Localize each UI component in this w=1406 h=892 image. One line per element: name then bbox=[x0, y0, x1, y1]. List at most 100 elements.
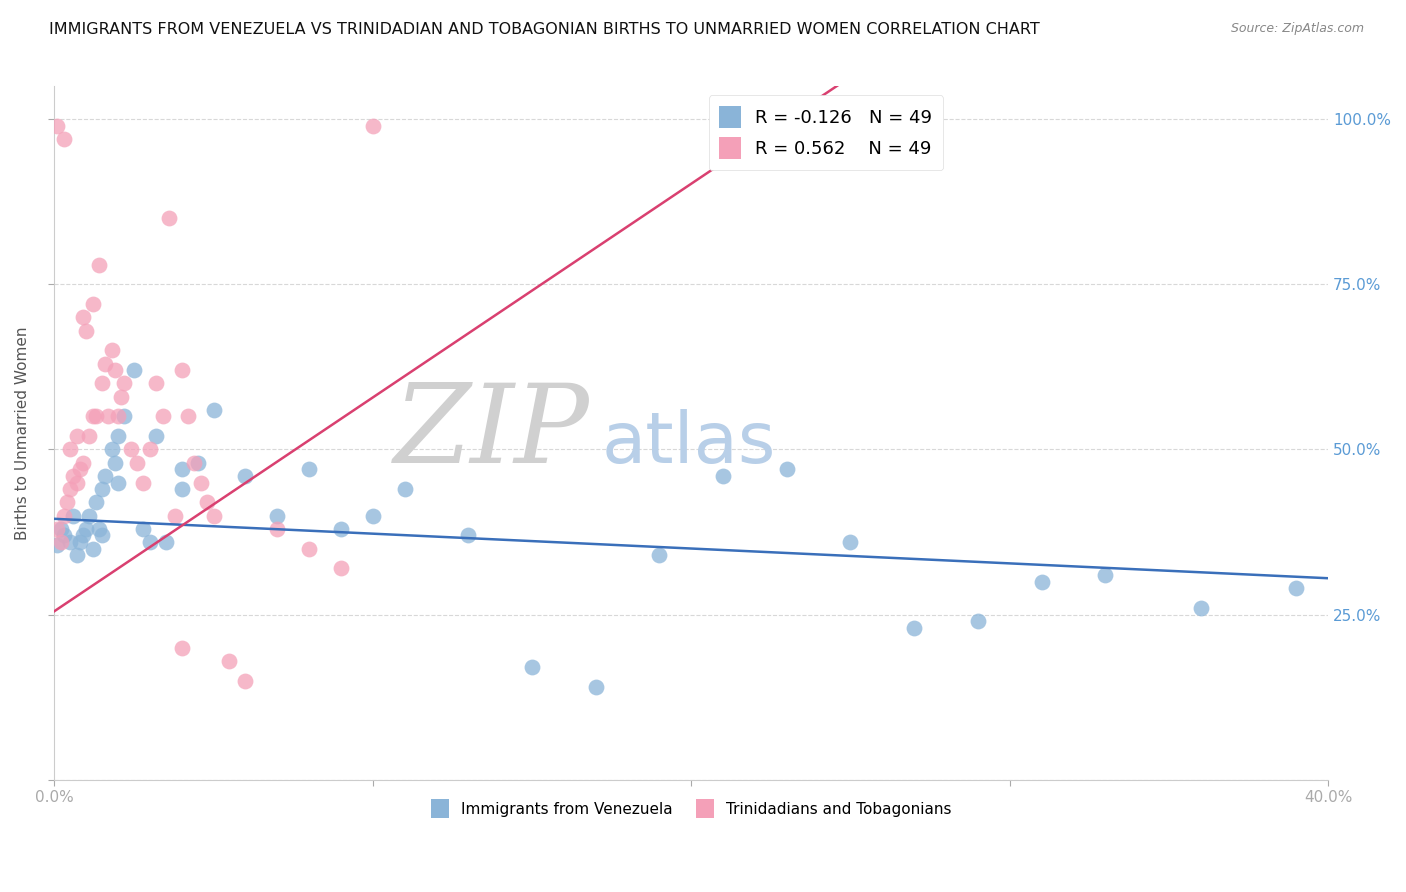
Point bbox=[69, 462, 91, 476]
Point bbox=[839, 535, 862, 549]
Point bbox=[329, 522, 352, 536]
Point bbox=[127, 456, 149, 470]
Point bbox=[170, 482, 193, 496]
Point bbox=[87, 258, 110, 272]
Point bbox=[202, 508, 225, 523]
Point bbox=[190, 475, 212, 490]
Point bbox=[122, 363, 145, 377]
Point bbox=[79, 429, 101, 443]
Point bbox=[966, 614, 988, 628]
Point bbox=[59, 535, 82, 549]
Point bbox=[361, 119, 384, 133]
Point bbox=[177, 409, 200, 424]
Legend: Immigrants from Venezuela, Trinidadians and Tobagonians: Immigrants from Venezuela, Trinidadians … bbox=[425, 793, 957, 824]
Point bbox=[155, 535, 177, 549]
Point bbox=[104, 363, 127, 377]
Point bbox=[46, 119, 69, 133]
Point bbox=[75, 324, 97, 338]
Point bbox=[298, 462, 321, 476]
Point bbox=[903, 621, 925, 635]
Point bbox=[62, 469, 84, 483]
Point bbox=[72, 310, 94, 325]
Point bbox=[132, 522, 155, 536]
Point bbox=[170, 640, 193, 655]
Text: ZIP: ZIP bbox=[394, 379, 589, 487]
Point bbox=[157, 211, 180, 226]
Point bbox=[145, 429, 167, 443]
Text: atlas: atlas bbox=[602, 409, 776, 478]
Point bbox=[82, 297, 104, 311]
Text: Source: ZipAtlas.com: Source: ZipAtlas.com bbox=[1230, 22, 1364, 36]
Point bbox=[91, 528, 114, 542]
Point bbox=[52, 132, 75, 146]
Point bbox=[65, 429, 87, 443]
Point bbox=[1094, 568, 1116, 582]
Point bbox=[75, 522, 97, 536]
Point bbox=[107, 475, 129, 490]
Point bbox=[711, 469, 734, 483]
Point bbox=[46, 538, 69, 552]
Point bbox=[112, 409, 135, 424]
Point bbox=[100, 343, 122, 358]
Point bbox=[84, 495, 107, 509]
Point bbox=[49, 522, 72, 536]
Point bbox=[266, 508, 288, 523]
Point bbox=[84, 409, 107, 424]
Point bbox=[100, 442, 122, 457]
Point bbox=[235, 673, 257, 688]
Point bbox=[266, 522, 288, 536]
Point bbox=[72, 528, 94, 542]
Point bbox=[1031, 574, 1053, 589]
Point bbox=[329, 561, 352, 575]
Point bbox=[520, 660, 543, 674]
Point bbox=[1189, 601, 1212, 615]
Point bbox=[132, 475, 155, 490]
Point bbox=[46, 522, 69, 536]
Point bbox=[97, 409, 120, 424]
Point bbox=[298, 541, 321, 556]
Point bbox=[202, 403, 225, 417]
Point bbox=[52, 528, 75, 542]
Point bbox=[94, 469, 117, 483]
Point bbox=[648, 548, 671, 562]
Point bbox=[82, 409, 104, 424]
Point bbox=[49, 535, 72, 549]
Point bbox=[65, 475, 87, 490]
Point bbox=[585, 680, 607, 694]
Point bbox=[107, 409, 129, 424]
Point bbox=[139, 535, 162, 549]
Point bbox=[394, 482, 416, 496]
Point bbox=[361, 508, 384, 523]
Point bbox=[65, 548, 87, 562]
Point bbox=[170, 462, 193, 476]
Point bbox=[59, 442, 82, 457]
Point bbox=[82, 541, 104, 556]
Point bbox=[91, 376, 114, 391]
Point bbox=[170, 363, 193, 377]
Point bbox=[110, 390, 132, 404]
Point bbox=[457, 528, 479, 542]
Point bbox=[183, 456, 205, 470]
Point bbox=[165, 508, 187, 523]
Point bbox=[195, 495, 218, 509]
Point bbox=[87, 522, 110, 536]
Point bbox=[152, 409, 174, 424]
Point bbox=[69, 535, 91, 549]
Point bbox=[112, 376, 135, 391]
Point bbox=[72, 456, 94, 470]
Point bbox=[139, 442, 162, 457]
Point bbox=[94, 357, 117, 371]
Point bbox=[104, 456, 127, 470]
Y-axis label: Births to Unmarried Women: Births to Unmarried Women bbox=[15, 326, 30, 540]
Point bbox=[120, 442, 142, 457]
Point bbox=[776, 462, 799, 476]
Point bbox=[107, 429, 129, 443]
Point bbox=[91, 482, 114, 496]
Point bbox=[145, 376, 167, 391]
Point bbox=[62, 508, 84, 523]
Point bbox=[235, 469, 257, 483]
Point bbox=[79, 508, 101, 523]
Text: IMMIGRANTS FROM VENEZUELA VS TRINIDADIAN AND TOBAGONIAN BIRTHS TO UNMARRIED WOME: IMMIGRANTS FROM VENEZUELA VS TRINIDADIAN… bbox=[49, 22, 1040, 37]
Point bbox=[187, 456, 209, 470]
Point bbox=[218, 654, 240, 668]
